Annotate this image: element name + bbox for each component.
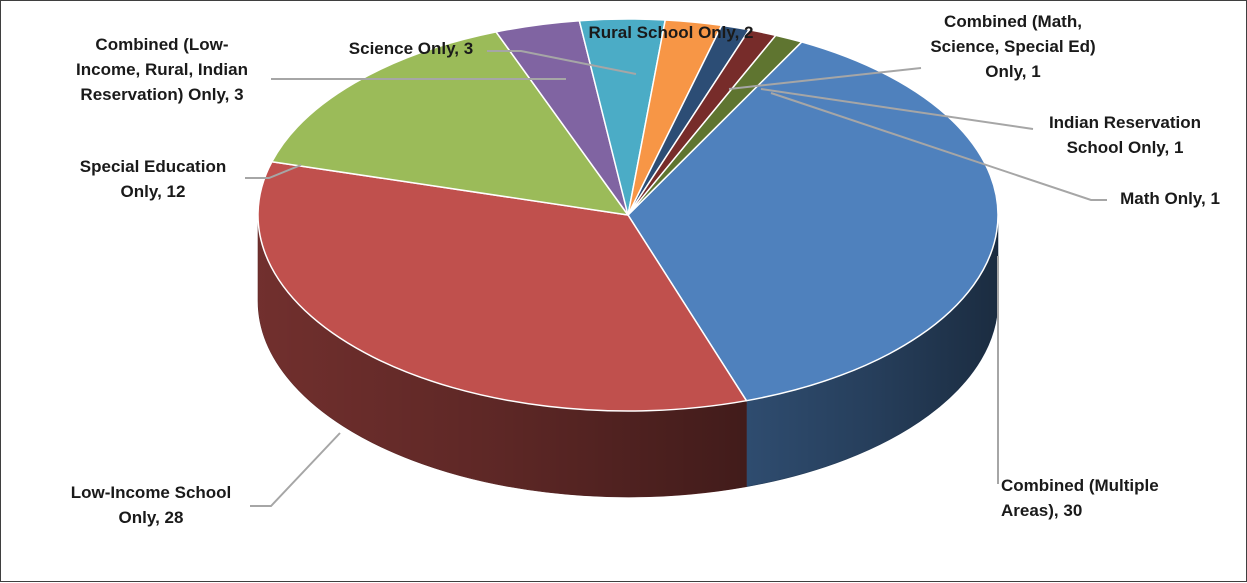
- leader-line-science-only: [487, 50, 637, 75]
- data-label-line: Combined (Multiple: [1001, 476, 1159, 495]
- data-label-line: Reservation) Only, 3: [80, 85, 243, 104]
- data-label-indian-reservation-school-only: Indian Reservation School Only, 1: [1049, 113, 1201, 157]
- data-label-science-only: Science Only, 3: [349, 39, 473, 58]
- data-label-line: Areas), 30: [1001, 501, 1082, 520]
- data-label-combined-math-science-special-ed-only: Combined (Math, Science, Special Ed) Only,…: [930, 12, 1095, 81]
- data-label-rural-school-only: Rural School Only, 2: [589, 23, 754, 42]
- leader-line-combined-math-science-special-ed-only: [728, 67, 922, 90]
- leader-line-special-education-only: [245, 164, 302, 179]
- data-label-line: Only, 12: [121, 182, 186, 201]
- data-label-line: Only, 28: [119, 508, 184, 527]
- data-label-combined-low-income-rural-indian-reservation-only: Combined (Low- Income, Rural, Indian Reser…: [76, 35, 248, 104]
- pie-slice-special-education-only: [271, 31, 629, 216]
- pie-side-shade: [258, 215, 747, 497]
- data-label-line: Science Only, 3: [349, 39, 473, 58]
- pie-slice-math-only: [627, 34, 803, 216]
- leader-line-math-only: [770, 92, 1107, 201]
- data-label-line: Rural School Only, 2: [589, 23, 754, 42]
- pie-slice-combined-multiple-areas: [627, 41, 999, 402]
- data-label-line: Science, Special Ed): [930, 37, 1095, 56]
- data-label-line: Math Only, 1: [1120, 189, 1220, 208]
- data-label-line: Combined (Low-: [95, 35, 228, 54]
- data-label-line: Special Education: [80, 157, 226, 176]
- data-label-line: Income, Rural, Indian: [76, 60, 248, 79]
- data-label-line: Combined (Math,: [944, 12, 1082, 31]
- data-labels: Combined (Multiple Areas), 30 Low-Income S…: [71, 12, 1220, 527]
- data-label-line: Only, 1: [985, 62, 1040, 81]
- data-label-math-only: Math Only, 1: [1120, 189, 1220, 208]
- leader-line-indian-reservation-school-only: [760, 88, 1034, 130]
- pie-tops: [257, 18, 999, 412]
- leader-line-low-income-school-only: [250, 432, 341, 507]
- data-label-special-education-only: Special Education Only, 12: [80, 157, 226, 201]
- pie-side-shade: [746, 215, 998, 487]
- pie-slice-low-income-school-only: [257, 160, 748, 412]
- data-label-line: Low-Income School: [71, 483, 232, 502]
- leader-lines: [245, 50, 1107, 507]
- data-label-combined-multiple-areas: Combined (Multiple Areas), 30: [1001, 476, 1159, 520]
- data-label-line: School Only, 1: [1067, 138, 1184, 157]
- data-label-low-income-school-only: Low-Income School Only, 28: [71, 483, 232, 527]
- data-label-line: Indian Reservation: [1049, 113, 1201, 132]
